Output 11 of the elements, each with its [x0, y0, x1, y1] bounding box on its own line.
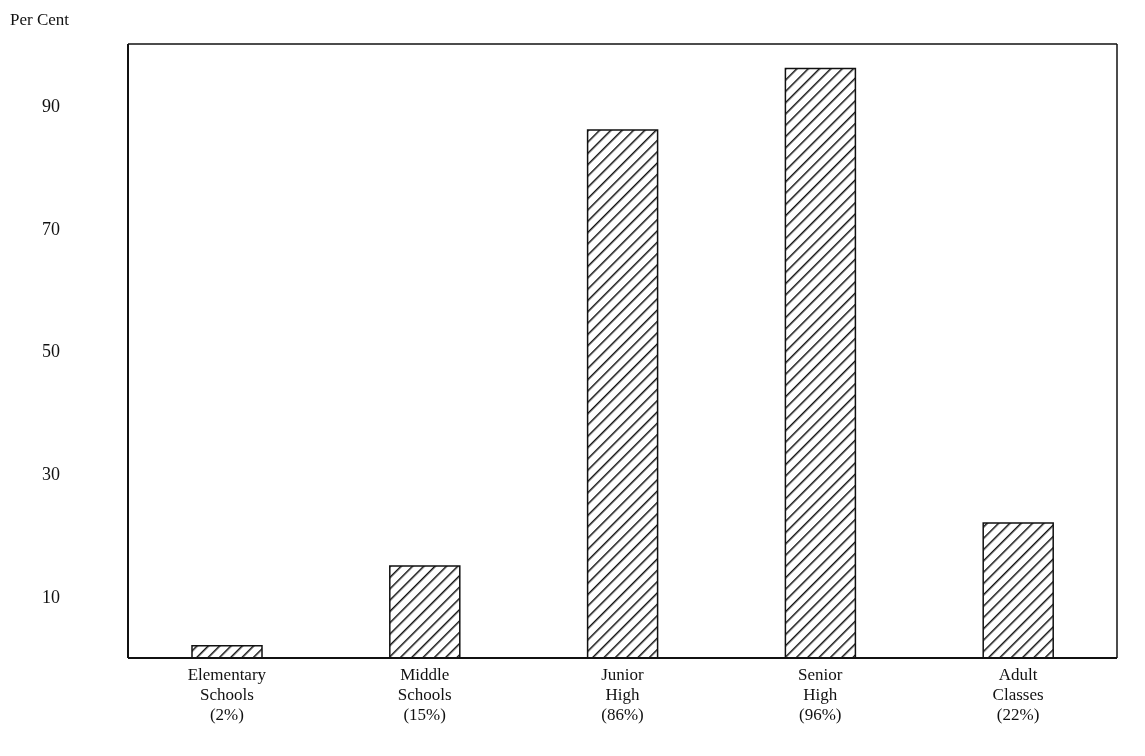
y-tick-label: 50	[42, 341, 60, 362]
y-tick-label: 30	[42, 464, 60, 485]
x-tick-label: Elementary Schools (2%)	[187, 665, 267, 724]
x-tick-label: Adult Classes (22%)	[992, 665, 1044, 724]
x-tick-label: Middle Schools (15%)	[397, 665, 452, 724]
y-tick-label: 90	[42, 95, 60, 116]
y-axis-title: Per Cent	[10, 10, 70, 30]
x-tick-label: Junior High (86%)	[601, 665, 645, 724]
y-tick-label: 70	[42, 218, 60, 239]
y-tick-label: 10	[42, 586, 60, 607]
x-tick-label: Senior High (96%)	[798, 665, 843, 724]
